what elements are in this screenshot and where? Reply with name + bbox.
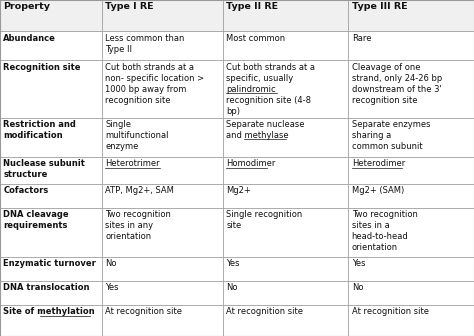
- Text: At recognition site: At recognition site: [226, 307, 303, 316]
- Bar: [102, 304, 223, 336]
- Bar: [0, 304, 102, 336]
- Text: Less common than
Type II: Less common than Type II: [105, 34, 184, 54]
- Bar: [102, 157, 223, 184]
- Bar: [102, 118, 223, 157]
- Bar: [102, 32, 223, 60]
- Text: No: No: [352, 283, 363, 292]
- Bar: [102, 184, 223, 208]
- Text: Single
multifunctional
enzyme: Single multifunctional enzyme: [105, 120, 169, 151]
- Text: Recognition site: Recognition site: [3, 63, 81, 72]
- Text: At recognition site: At recognition site: [105, 307, 182, 316]
- Text: Two recognition
sites in any
orientation: Two recognition sites in any orientation: [105, 210, 171, 241]
- Bar: [348, 0, 474, 32]
- Bar: [348, 281, 474, 304]
- Text: Cut both strands at a
specific, usually
palindromic
recognition site (4-8
bp): Cut both strands at a specific, usually …: [226, 63, 315, 116]
- Bar: [223, 257, 348, 281]
- Bar: [223, 0, 348, 32]
- Bar: [223, 304, 348, 336]
- Bar: [0, 0, 102, 32]
- Text: DNA cleavage
requirements: DNA cleavage requirements: [3, 210, 69, 230]
- Bar: [102, 60, 223, 118]
- Text: Most common: Most common: [226, 34, 285, 43]
- Bar: [348, 257, 474, 281]
- Text: Yes: Yes: [352, 259, 365, 268]
- Text: Yes: Yes: [226, 259, 239, 268]
- Bar: [223, 208, 348, 257]
- Text: Two recognition
sites in a
head-to-head
orientation: Two recognition sites in a head-to-head …: [352, 210, 418, 252]
- Text: Separate nuclease
and methylase: Separate nuclease and methylase: [226, 120, 305, 140]
- Text: Cofactors: Cofactors: [3, 186, 48, 195]
- Bar: [102, 257, 223, 281]
- Bar: [223, 32, 348, 60]
- Text: Rare: Rare: [352, 34, 371, 43]
- Text: Cleavage of one
strand, only 24-26 bp
downstream of the 3'
recognition site: Cleavage of one strand, only 24-26 bp do…: [352, 63, 442, 105]
- Bar: [0, 118, 102, 157]
- Bar: [0, 32, 102, 60]
- Text: Mg2+ (SAM): Mg2+ (SAM): [352, 186, 404, 195]
- Bar: [0, 257, 102, 281]
- Bar: [223, 118, 348, 157]
- Text: Property: Property: [3, 2, 50, 11]
- Text: Restriction and
modification: Restriction and modification: [3, 120, 76, 140]
- Text: Heterotrimer: Heterotrimer: [105, 159, 160, 168]
- Bar: [0, 208, 102, 257]
- Bar: [348, 184, 474, 208]
- Bar: [0, 184, 102, 208]
- Bar: [348, 208, 474, 257]
- Text: Type I RE: Type I RE: [105, 2, 154, 11]
- Text: Type II RE: Type II RE: [226, 2, 278, 11]
- Bar: [0, 60, 102, 118]
- Bar: [223, 184, 348, 208]
- Text: Cut both strands at a
non- specific location >
1000 bp away from
recognition sit: Cut both strands at a non- specific loca…: [105, 63, 204, 105]
- Bar: [223, 157, 348, 184]
- Text: Separate enzymes
sharing a
common subunit: Separate enzymes sharing a common subuni…: [352, 120, 430, 151]
- Bar: [348, 60, 474, 118]
- Text: No: No: [105, 259, 117, 268]
- Bar: [0, 281, 102, 304]
- Text: DNA translocation: DNA translocation: [3, 283, 90, 292]
- Bar: [102, 0, 223, 32]
- Bar: [102, 208, 223, 257]
- Bar: [102, 281, 223, 304]
- Text: Heterodimer: Heterodimer: [352, 159, 405, 168]
- Text: Homodimer: Homodimer: [226, 159, 275, 168]
- Bar: [348, 32, 474, 60]
- Text: At recognition site: At recognition site: [352, 307, 428, 316]
- Text: Enzymatic turnover: Enzymatic turnover: [3, 259, 96, 268]
- Text: No: No: [226, 283, 237, 292]
- Text: Abundance: Abundance: [3, 34, 56, 43]
- Text: Nuclease subunit
structure: Nuclease subunit structure: [3, 159, 85, 179]
- Bar: [348, 157, 474, 184]
- Text: Single recognition
site: Single recognition site: [226, 210, 302, 230]
- Text: Mg2+: Mg2+: [226, 186, 251, 195]
- Bar: [348, 118, 474, 157]
- Text: Site of methylation: Site of methylation: [3, 307, 95, 316]
- Text: Yes: Yes: [105, 283, 118, 292]
- Bar: [223, 60, 348, 118]
- Bar: [348, 304, 474, 336]
- Bar: [0, 157, 102, 184]
- Text: ATP, Mg2+, SAM: ATP, Mg2+, SAM: [105, 186, 174, 195]
- Bar: [223, 281, 348, 304]
- Text: Type III RE: Type III RE: [352, 2, 407, 11]
